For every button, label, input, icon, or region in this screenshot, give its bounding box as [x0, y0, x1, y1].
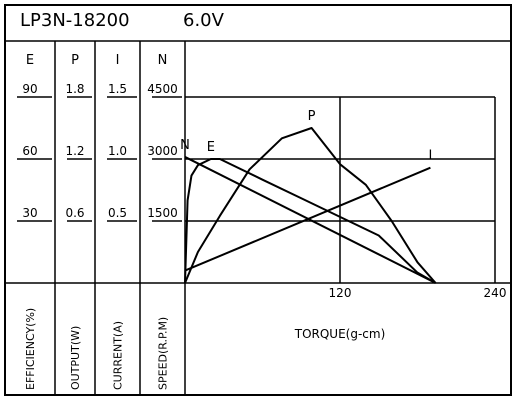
- series-line: [184, 158, 437, 284]
- model: LP3N-18200: [20, 10, 130, 31]
- axis-title: OUTPUT(W): [69, 326, 82, 390]
- series-line: [184, 156, 437, 284]
- y-tick-label: 1.8: [65, 82, 84, 96]
- axis-header: E: [26, 53, 34, 68]
- axis-title: CURRENT(A): [112, 321, 125, 390]
- y-tick-label: 0.5: [108, 206, 127, 220]
- y-tick-label: 1.0: [108, 144, 127, 158]
- y-tick-label: 30: [22, 206, 37, 220]
- axis-header: I: [116, 53, 120, 68]
- series-line: [184, 127, 437, 284]
- axis-title: EFFICIENCY(%): [24, 308, 37, 390]
- voltage: 6.0V: [183, 10, 225, 31]
- y-tick-label: 1500: [147, 206, 178, 220]
- x-tick-label: 240: [484, 286, 507, 300]
- y-tick-label: 60: [22, 144, 37, 158]
- y-tick-label: 1.2: [65, 144, 84, 158]
- x-axis-label: TORQUE(g-cm): [294, 327, 386, 341]
- y-tick-label: 3000: [147, 144, 178, 158]
- x-tick-label: 120: [329, 286, 352, 300]
- axis-header: P: [71, 53, 79, 68]
- y-tick-label: 4500: [147, 82, 178, 96]
- y-tick-label: 1.5: [108, 82, 127, 96]
- series-label: P: [308, 109, 316, 124]
- axis-title: SPEED(R.P.M): [157, 317, 170, 390]
- series-label: N: [180, 138, 190, 153]
- axis-header: N: [158, 53, 168, 68]
- series-label: I: [428, 149, 432, 164]
- y-tick-label: 90: [22, 82, 37, 96]
- series-label: E: [207, 140, 215, 155]
- frame: [4, 4, 512, 396]
- y-tick-label: 0.6: [65, 206, 84, 220]
